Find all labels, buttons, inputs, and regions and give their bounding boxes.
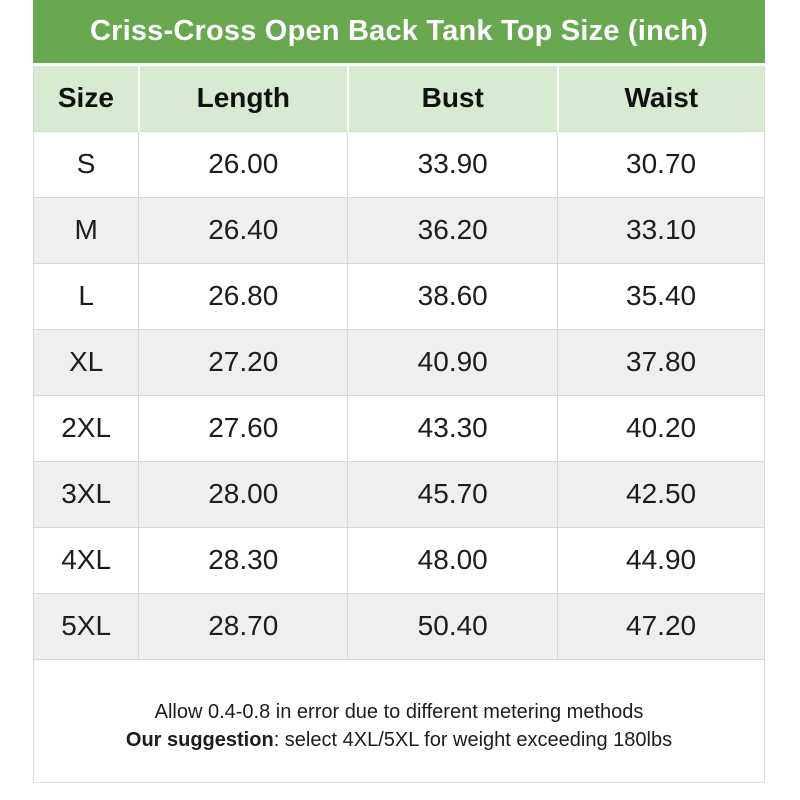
waist-cell: 37.80 (557, 328, 765, 396)
footer-note: Allow 0.4-0.8 in error due to different … (33, 659, 765, 783)
size-cell: 5XL (32, 592, 140, 660)
column-header-waist: Waist (556, 66, 765, 132)
size-cell: 2XL (32, 394, 140, 462)
length-cell: 26.80 (138, 262, 349, 330)
suggestion-label: Our suggestion (125, 728, 274, 751)
length-cell: 28.70 (138, 592, 349, 660)
note-line-suggestion: Our suggestion: select 4XL/5XL for weigh… (34, 726, 764, 754)
table-row: M 26.40 36.20 33.10 (32, 196, 765, 264)
length-cell: 26.00 (138, 130, 349, 198)
chart-title-bar: Criss-Cross Open Back Tank Top Size (inc… (33, 0, 765, 63)
bust-cell: 38.60 (347, 262, 559, 330)
size-cell: S (32, 130, 140, 198)
bust-cell: 33.90 (347, 130, 559, 198)
waist-cell: 40.20 (557, 394, 765, 462)
bust-cell: 45.70 (347, 460, 559, 528)
bust-cell: 43.30 (347, 394, 559, 462)
size-table: Size Length Bust Waist S 26.00 33.90 30.… (32, 66, 765, 660)
bust-cell: 50.40 (347, 592, 559, 660)
bust-cell: 48.00 (347, 526, 559, 594)
note-line-tolerance: Allow 0.4-0.8 in error due to different … (154, 700, 644, 723)
column-header-length: Length (137, 66, 348, 132)
size-cell: XL (32, 328, 140, 396)
size-cell: 4XL (32, 526, 140, 594)
size-cell: M (32, 196, 140, 264)
waist-cell: 33.10 (557, 196, 765, 264)
waist-cell: 42.50 (557, 460, 765, 528)
length-cell: 27.60 (138, 394, 349, 462)
table-row: L 26.80 38.60 35.40 (32, 262, 765, 330)
waist-cell: 30.70 (557, 130, 765, 198)
bust-cell: 36.20 (347, 196, 559, 264)
title-divider (33, 63, 765, 66)
length-cell: 26.40 (138, 196, 349, 264)
table-row: XL 27.20 40.90 37.80 (32, 328, 765, 396)
table-row: S 26.00 33.90 30.70 (32, 130, 765, 198)
column-header-row: Size Length Bust Waist (32, 66, 765, 132)
table-row: 4XL 28.30 48.00 44.90 (32, 526, 765, 594)
length-cell: 28.00 (138, 460, 349, 528)
waist-cell: 47.20 (557, 592, 765, 660)
table-row: 3XL 28.00 45.70 42.50 (32, 460, 765, 528)
suggestion-text: : select 4XL/5XL for weight exceeding 18… (273, 728, 673, 751)
table-row: 2XL 27.60 43.30 40.20 (32, 394, 765, 462)
chart-title: Criss-Cross Open Back Tank Top Size (inc… (89, 15, 709, 47)
waist-cell: 35.40 (557, 262, 765, 330)
size-cell: 3XL (32, 460, 140, 528)
size-chart: Criss-Cross Open Back Tank Top Size (inc… (32, 0, 765, 783)
column-header-bust: Bust (346, 66, 558, 132)
column-header-size: Size (32, 66, 139, 132)
size-cell: L (32, 262, 140, 330)
table-row: 5XL 28.70 50.40 47.20 (32, 592, 765, 660)
waist-cell: 44.90 (557, 526, 765, 594)
length-cell: 27.20 (138, 328, 349, 396)
bust-cell: 40.90 (347, 328, 559, 396)
length-cell: 28.30 (138, 526, 349, 594)
